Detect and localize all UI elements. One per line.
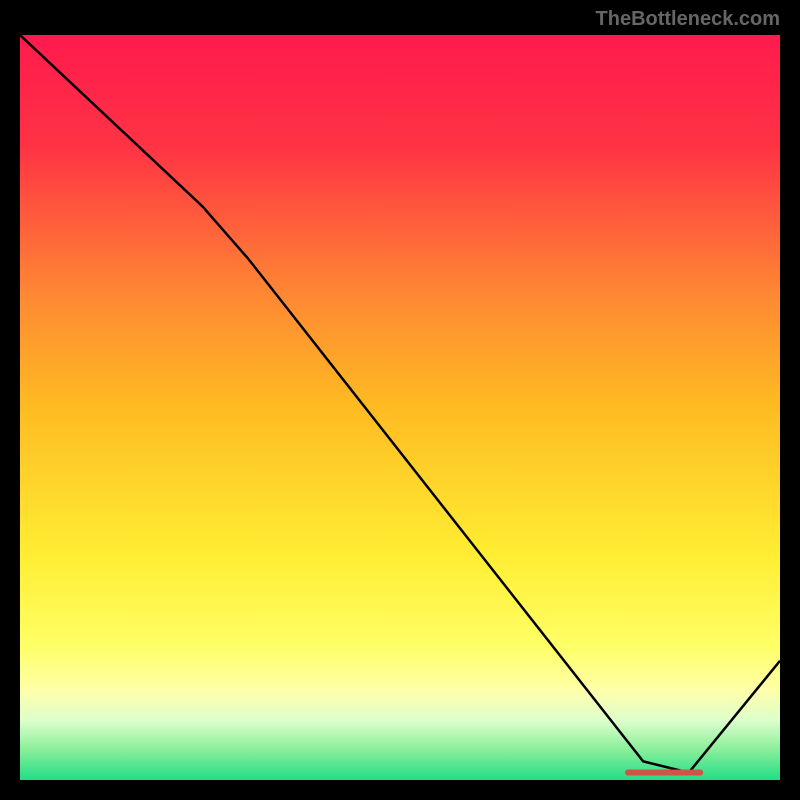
bottleneck-chart (20, 35, 780, 780)
chart-area (20, 35, 780, 780)
gradient-background (20, 35, 780, 780)
attribution-text: TheBottleneck.com (596, 8, 780, 31)
